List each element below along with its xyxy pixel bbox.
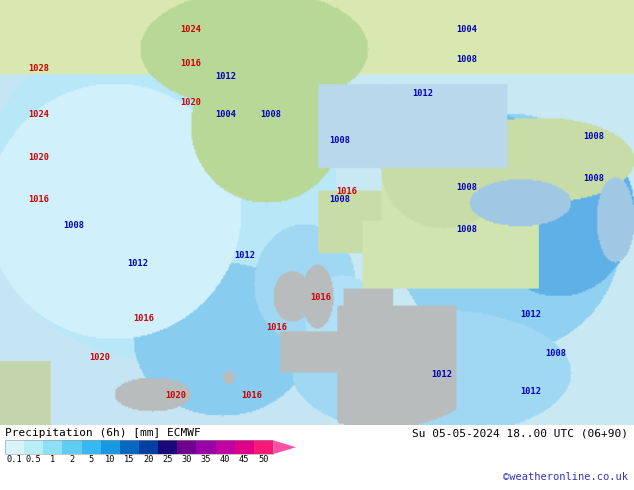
Text: 1020: 1020 <box>165 391 186 400</box>
Text: 40: 40 <box>220 455 230 464</box>
Bar <box>5 440 24 454</box>
Text: 1016: 1016 <box>266 323 287 332</box>
Polygon shape <box>273 440 296 454</box>
Text: 1020: 1020 <box>29 153 49 162</box>
Text: 35: 35 <box>201 455 211 464</box>
Bar <box>235 440 254 454</box>
Text: 10: 10 <box>105 455 115 464</box>
Text: 1012: 1012 <box>520 310 541 319</box>
Bar <box>216 440 235 454</box>
Text: 1008: 1008 <box>330 196 351 204</box>
Text: Precipitation (6h) [mm] ECMWF: Precipitation (6h) [mm] ECMWF <box>5 428 201 439</box>
Text: 1008: 1008 <box>545 348 566 358</box>
Text: 1016: 1016 <box>241 391 262 400</box>
Text: 0.5: 0.5 <box>26 455 42 464</box>
Text: 1008: 1008 <box>330 136 351 145</box>
Text: 1008: 1008 <box>583 132 604 141</box>
Text: 20: 20 <box>143 455 154 464</box>
Text: 45: 45 <box>239 455 250 464</box>
Text: 1012: 1012 <box>431 370 452 379</box>
Bar <box>82 440 101 454</box>
Text: 1012: 1012 <box>216 72 236 81</box>
Text: ©weatheronline.co.uk: ©weatheronline.co.uk <box>503 472 628 482</box>
Text: 1024: 1024 <box>181 25 202 34</box>
Bar <box>158 440 178 454</box>
Text: 1008: 1008 <box>456 225 477 234</box>
Text: 50: 50 <box>258 455 269 464</box>
Text: 5: 5 <box>89 455 94 464</box>
Bar <box>139 440 158 454</box>
Text: 1008: 1008 <box>63 221 84 230</box>
Text: 1016: 1016 <box>336 187 357 196</box>
Bar <box>43 440 62 454</box>
Text: 1028: 1028 <box>29 64 49 73</box>
Text: 1008: 1008 <box>583 174 604 183</box>
Text: 1004: 1004 <box>216 110 236 120</box>
Text: 1012: 1012 <box>520 387 541 396</box>
Text: 1024: 1024 <box>29 110 49 120</box>
Text: 1008: 1008 <box>260 110 281 120</box>
Bar <box>120 440 139 454</box>
Text: 1016: 1016 <box>181 59 202 68</box>
Text: 1016: 1016 <box>29 196 49 204</box>
Bar <box>5 440 273 454</box>
Text: 25: 25 <box>162 455 173 464</box>
Text: 1012: 1012 <box>127 259 148 268</box>
Bar <box>101 440 120 454</box>
Text: Su 05-05-2024 18..00 UTC (06+90): Su 05-05-2024 18..00 UTC (06+90) <box>412 428 628 439</box>
Text: 1004: 1004 <box>456 25 477 34</box>
Bar <box>62 440 82 454</box>
Text: 30: 30 <box>181 455 192 464</box>
Text: 1020: 1020 <box>181 98 202 107</box>
Text: 1008: 1008 <box>456 55 477 64</box>
Text: 1012: 1012 <box>235 251 256 260</box>
Text: 1008: 1008 <box>456 183 477 192</box>
Text: 2: 2 <box>69 455 75 464</box>
Bar <box>197 440 216 454</box>
Bar <box>254 440 273 454</box>
Text: 1016: 1016 <box>311 293 332 302</box>
Text: 15: 15 <box>124 455 134 464</box>
Text: 1: 1 <box>50 455 56 464</box>
Text: 1016: 1016 <box>133 315 154 323</box>
Text: 0.1: 0.1 <box>7 455 22 464</box>
Text: 1012: 1012 <box>412 89 433 98</box>
Bar <box>24 440 43 454</box>
Text: 1020: 1020 <box>89 353 110 362</box>
Bar <box>178 440 197 454</box>
